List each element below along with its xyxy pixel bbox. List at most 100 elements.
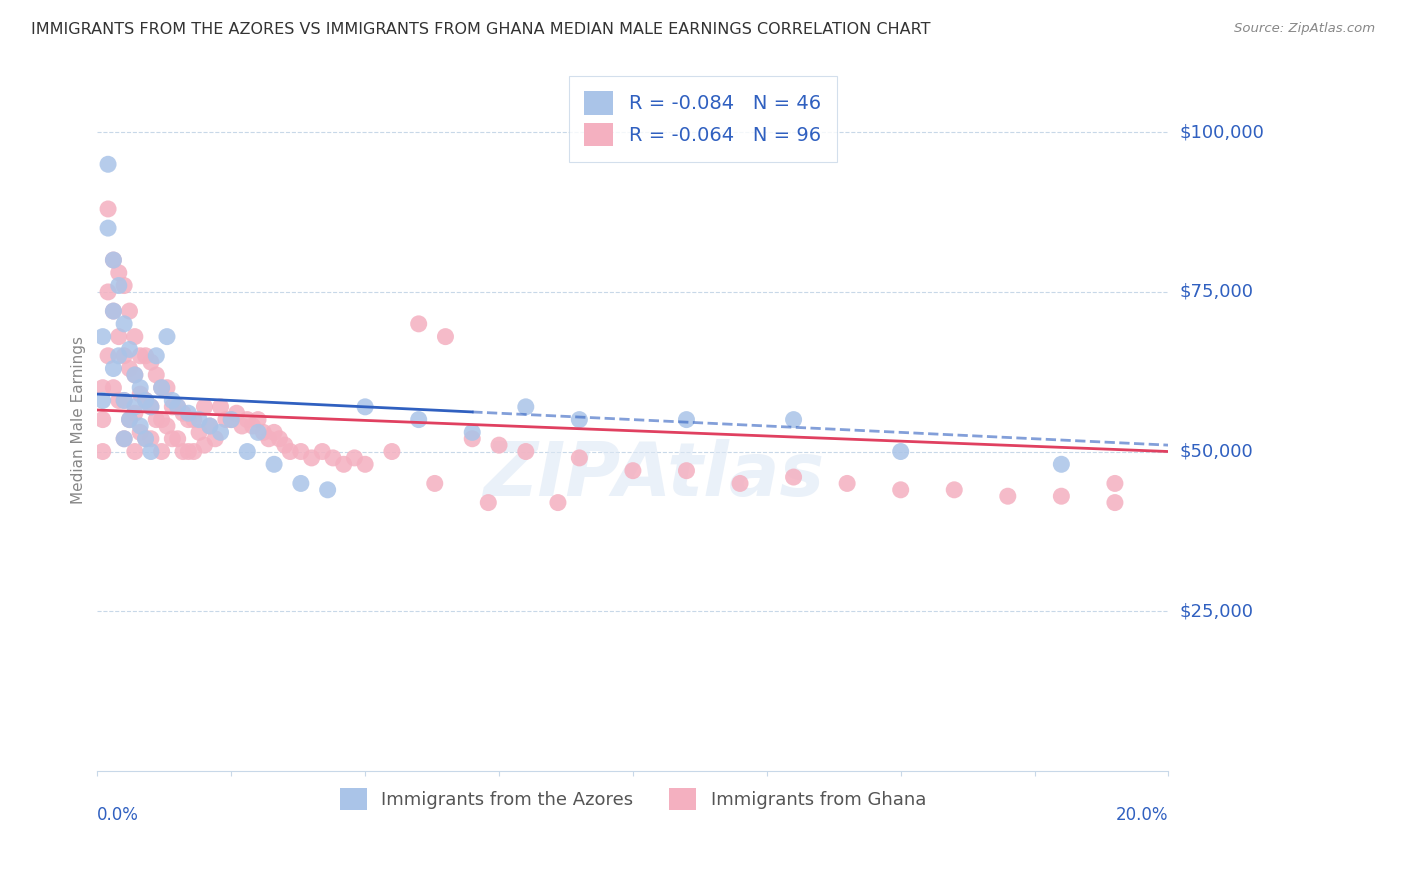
Point bbox=[263, 425, 285, 440]
Point bbox=[112, 349, 135, 363]
Point bbox=[477, 495, 499, 509]
Point bbox=[322, 450, 344, 465]
Point bbox=[124, 444, 146, 458]
Point bbox=[91, 412, 114, 426]
Point bbox=[257, 432, 280, 446]
Point bbox=[162, 432, 184, 446]
Text: $100,000: $100,000 bbox=[1180, 123, 1264, 141]
Point bbox=[107, 393, 129, 408]
Point bbox=[236, 412, 259, 426]
Text: $25,000: $25,000 bbox=[1180, 602, 1254, 620]
Point bbox=[91, 381, 114, 395]
Point bbox=[97, 157, 120, 171]
Point bbox=[290, 476, 312, 491]
Point bbox=[124, 368, 146, 382]
Point bbox=[188, 412, 211, 426]
Point bbox=[198, 419, 221, 434]
Point bbox=[290, 444, 312, 458]
Text: $50,000: $50,000 bbox=[1180, 442, 1253, 460]
Point bbox=[97, 221, 120, 235]
Point bbox=[124, 329, 146, 343]
Point bbox=[675, 412, 697, 426]
Point bbox=[188, 425, 211, 440]
Point bbox=[139, 400, 162, 414]
Point bbox=[177, 444, 200, 458]
Text: Source: ZipAtlas.com: Source: ZipAtlas.com bbox=[1234, 22, 1375, 36]
Point bbox=[118, 361, 141, 376]
Point bbox=[408, 317, 430, 331]
Point bbox=[488, 438, 510, 452]
Point bbox=[274, 438, 297, 452]
Point bbox=[112, 393, 135, 408]
Point bbox=[381, 444, 404, 458]
Point bbox=[515, 444, 537, 458]
Point bbox=[150, 412, 173, 426]
Point bbox=[621, 464, 644, 478]
Point bbox=[204, 432, 226, 446]
Point bbox=[91, 444, 114, 458]
Point bbox=[219, 412, 242, 426]
Point bbox=[198, 419, 221, 434]
Point bbox=[236, 444, 259, 458]
Point bbox=[782, 412, 804, 426]
Point bbox=[997, 489, 1019, 503]
Text: IMMIGRANTS FROM THE AZORES VS IMMIGRANTS FROM GHANA MEDIAN MALE EARNINGS CORRELA: IMMIGRANTS FROM THE AZORES VS IMMIGRANTS… bbox=[31, 22, 931, 37]
Point bbox=[112, 432, 135, 446]
Point bbox=[354, 458, 377, 472]
Point bbox=[209, 400, 232, 414]
Point bbox=[247, 412, 270, 426]
Point bbox=[103, 361, 125, 376]
Point bbox=[568, 450, 591, 465]
Point bbox=[215, 412, 238, 426]
Point bbox=[145, 412, 167, 426]
Point bbox=[107, 266, 129, 280]
Point bbox=[343, 450, 366, 465]
Point bbox=[118, 343, 141, 357]
Point bbox=[150, 381, 173, 395]
Point bbox=[219, 412, 242, 426]
Point bbox=[97, 202, 120, 216]
Point bbox=[156, 419, 179, 434]
Point bbox=[177, 406, 200, 420]
Point bbox=[1104, 476, 1126, 491]
Point bbox=[124, 368, 146, 382]
Point bbox=[139, 400, 162, 414]
Point bbox=[278, 444, 301, 458]
Point bbox=[129, 419, 152, 434]
Point bbox=[172, 444, 194, 458]
Point bbox=[1050, 458, 1073, 472]
Text: 20.0%: 20.0% bbox=[1116, 805, 1168, 824]
Point bbox=[107, 349, 129, 363]
Point bbox=[150, 381, 173, 395]
Text: 0.0%: 0.0% bbox=[97, 805, 139, 824]
Point bbox=[515, 400, 537, 414]
Point bbox=[890, 444, 912, 458]
Point bbox=[837, 476, 859, 491]
Point bbox=[193, 400, 215, 414]
Point bbox=[150, 444, 173, 458]
Point bbox=[135, 393, 157, 408]
Point bbox=[156, 329, 179, 343]
Point bbox=[183, 444, 205, 458]
Point bbox=[193, 438, 215, 452]
Point bbox=[461, 425, 484, 440]
Point bbox=[112, 432, 135, 446]
Point bbox=[107, 278, 129, 293]
Point bbox=[112, 278, 135, 293]
Point bbox=[547, 495, 569, 509]
Point bbox=[129, 381, 152, 395]
Point bbox=[139, 444, 162, 458]
Point bbox=[269, 432, 291, 446]
Point bbox=[177, 412, 200, 426]
Point bbox=[103, 304, 125, 318]
Y-axis label: Median Male Earnings: Median Male Earnings bbox=[72, 335, 86, 504]
Point bbox=[97, 349, 120, 363]
Point bbox=[301, 450, 323, 465]
Point bbox=[97, 285, 120, 299]
Point bbox=[675, 464, 697, 478]
Point bbox=[118, 412, 141, 426]
Point bbox=[166, 432, 188, 446]
Point bbox=[209, 425, 232, 440]
Point bbox=[1104, 495, 1126, 509]
Point bbox=[107, 329, 129, 343]
